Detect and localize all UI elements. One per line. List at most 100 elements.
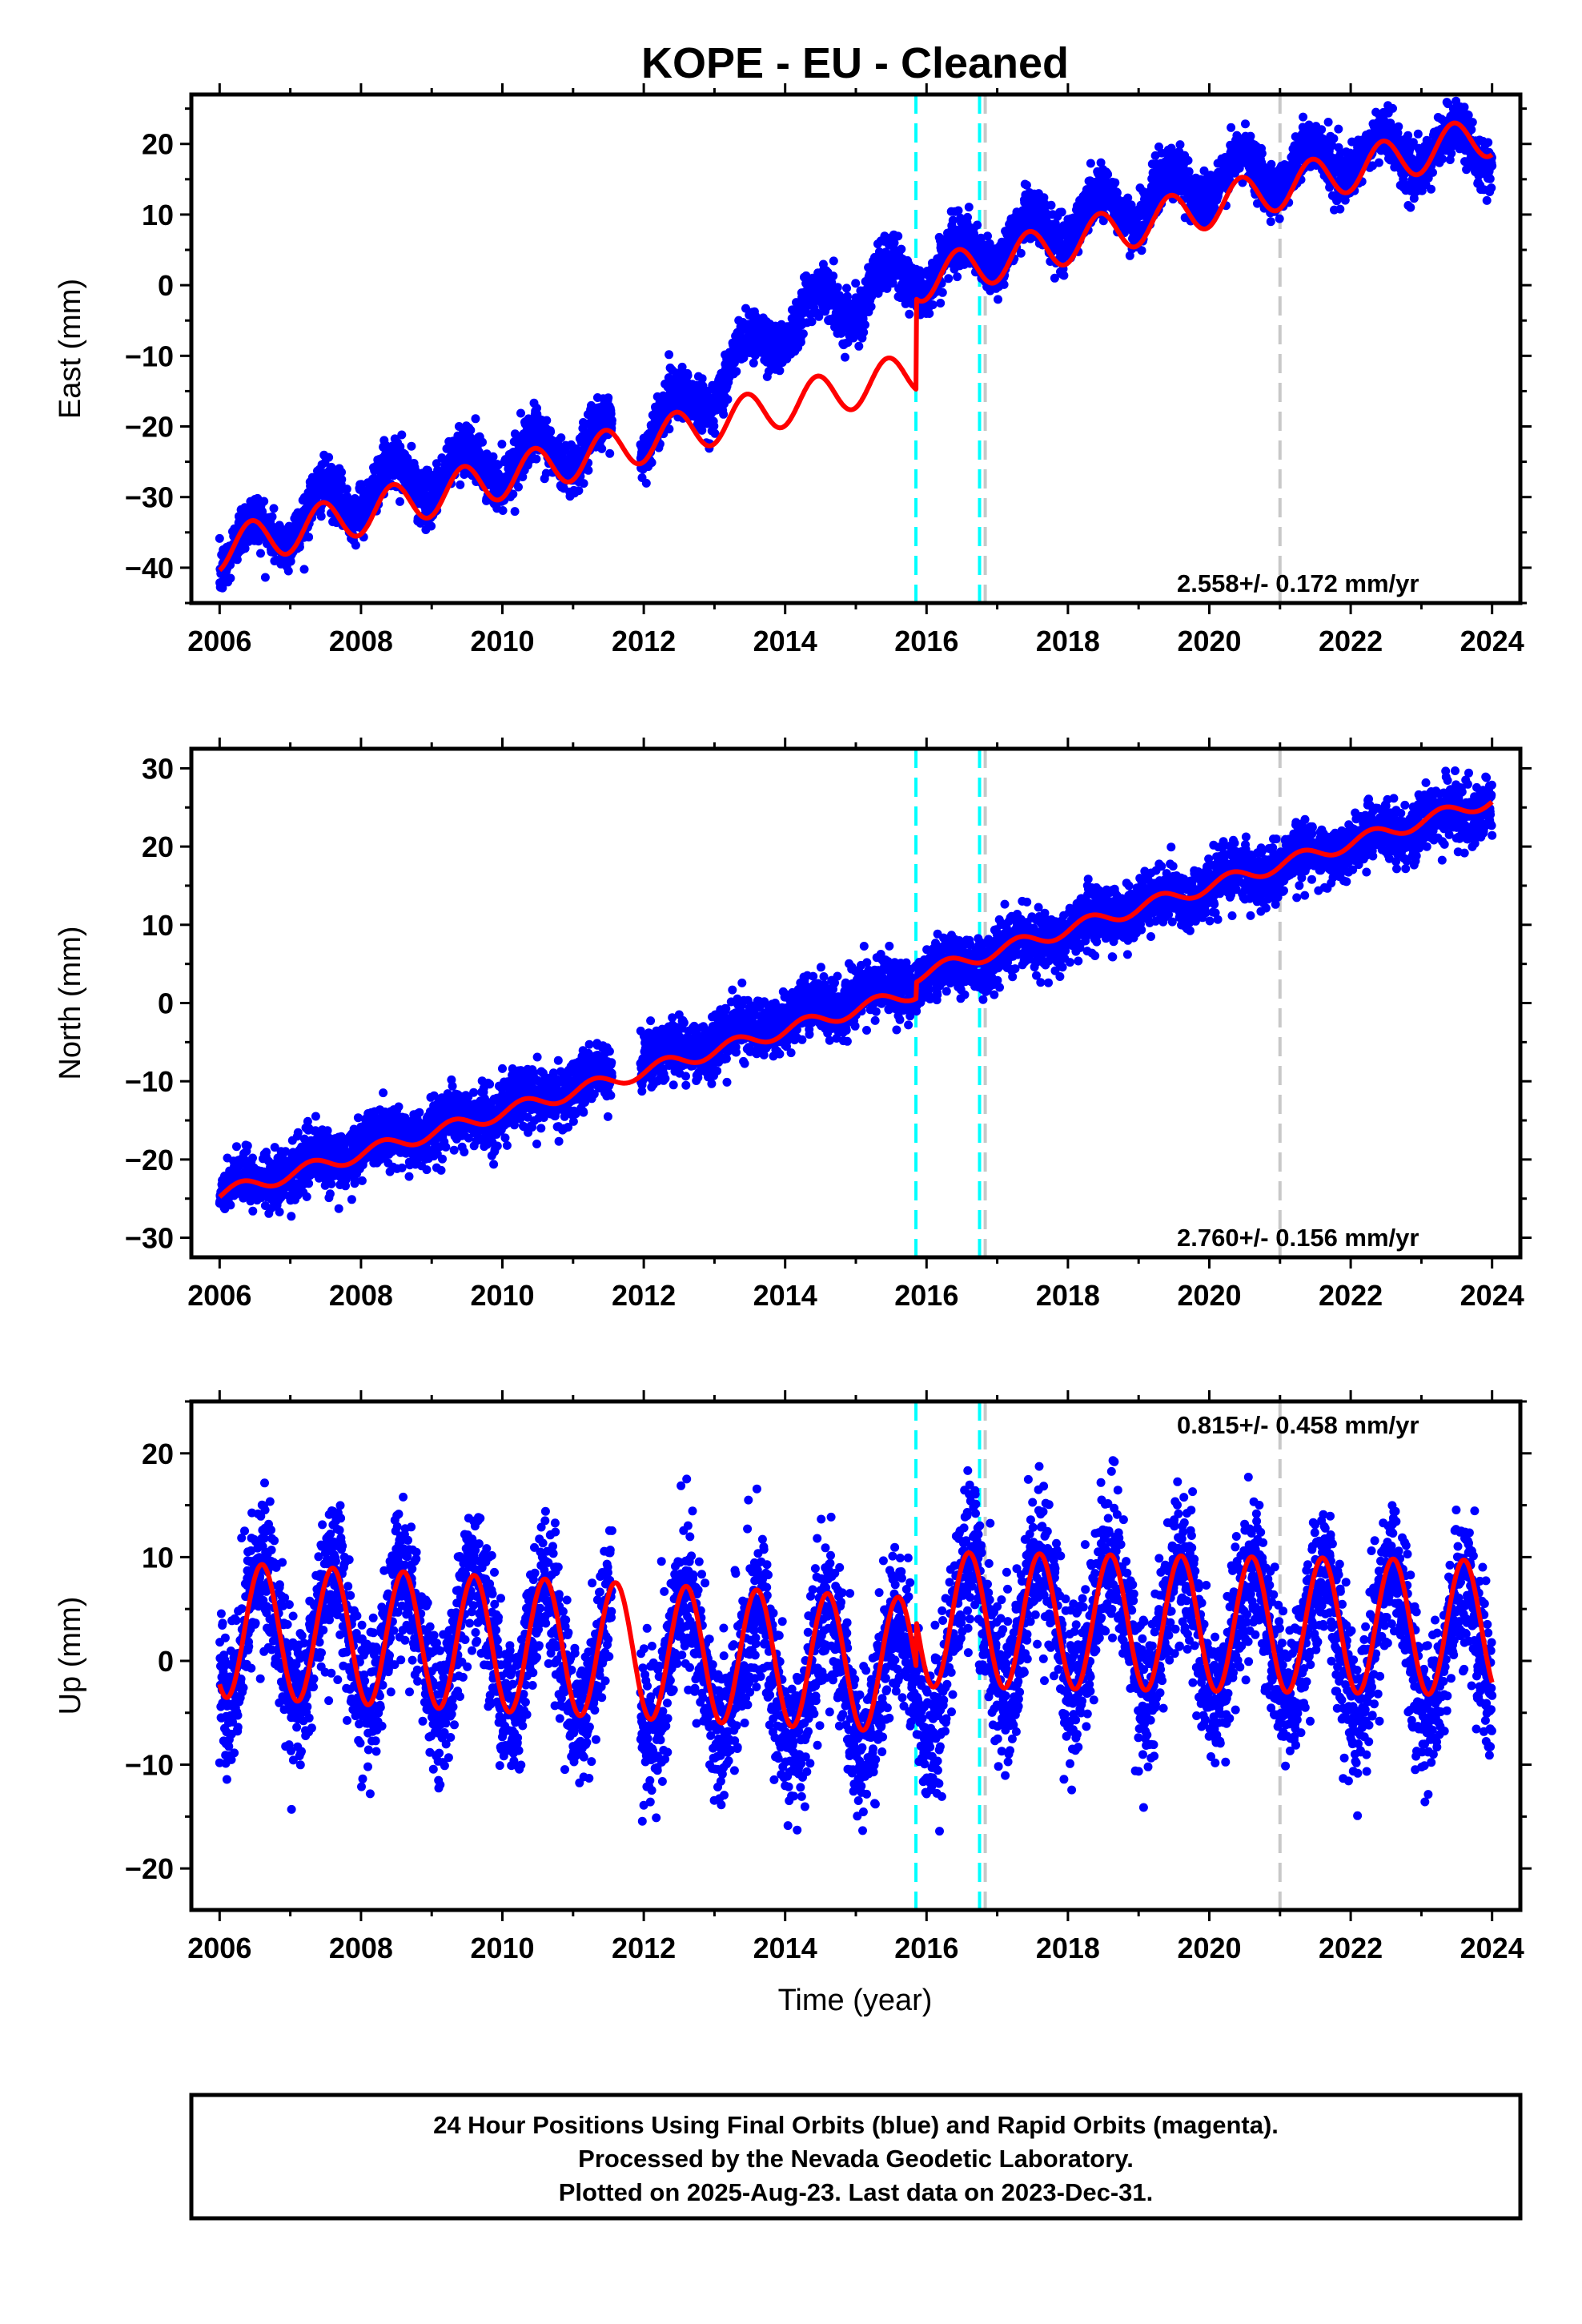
- east-position-point: [829, 256, 838, 266]
- east-position-point: [356, 480, 366, 489]
- east-position-point: [556, 433, 566, 443]
- east-position-point: [259, 497, 269, 506]
- east-position-point: [574, 486, 584, 496]
- east-position-point: [936, 299, 946, 308]
- east-position-point: [516, 408, 525, 418]
- east-position-point: [1299, 112, 1308, 122]
- east-position-point: [954, 206, 963, 215]
- east-position-point: [1016, 248, 1026, 258]
- east-position-point: [260, 573, 270, 582]
- east-position-point: [286, 557, 295, 566]
- east-position-point: [796, 337, 805, 347]
- east-position-point: [256, 549, 265, 558]
- east-position-point: [928, 300, 938, 310]
- east-position-point: [1227, 123, 1236, 132]
- east-position-point: [1057, 207, 1066, 217]
- east-position-point: [283, 566, 293, 576]
- east-position-point: [1175, 140, 1185, 150]
- east-position-point: [337, 468, 346, 477]
- east-position-point: [494, 460, 503, 469]
- east-position-point: [542, 416, 552, 425]
- east-position-point: [316, 512, 326, 521]
- east-position-point: [471, 414, 480, 424]
- east-final-orbit-points: [215, 96, 1497, 593]
- east-position-point: [1266, 217, 1275, 227]
- east-position-point: [964, 203, 974, 212]
- east-position-point: [1374, 158, 1383, 167]
- east-position-point: [1317, 125, 1327, 135]
- east-position-point: [866, 302, 876, 312]
- east-position-point: [775, 366, 785, 376]
- east-position-point: [304, 533, 314, 542]
- east-position-point: [1086, 159, 1095, 168]
- east-position-point: [337, 475, 347, 485]
- east-position-point: [905, 309, 914, 319]
- east-position-point: [254, 537, 263, 546]
- east-position-point: [999, 279, 1009, 289]
- east-position-point: [807, 317, 817, 327]
- east-position-point: [1184, 167, 1194, 176]
- east-position-point: [518, 472, 528, 481]
- east-position-point: [1394, 122, 1403, 131]
- east-position-point: [709, 421, 719, 431]
- east-position-point: [665, 350, 674, 360]
- east-position-point: [514, 482, 523, 492]
- panel-east: 2006 2008 2010 2012 2014 2016 2018 2020 2022 2024…: [54, 83, 1532, 657]
- east-position-point: [953, 272, 962, 282]
- east-position-point: [351, 541, 360, 550]
- east-position-point: [1275, 214, 1284, 223]
- east-position-point: [218, 583, 227, 593]
- east-position-point: [897, 244, 906, 254]
- east-position-point: [396, 497, 404, 506]
- east-position-point: [841, 352, 849, 362]
- east-position-point: [508, 489, 518, 499]
- east-position-point: [432, 459, 441, 468]
- east-plot-area: [215, 94, 1497, 603]
- east-position-point: [1241, 119, 1250, 129]
- east-position-point: [1110, 178, 1120, 187]
- east-position-point: [798, 329, 808, 339]
- east-position-point: [842, 283, 851, 293]
- east-position-point: [1059, 271, 1069, 280]
- east-position-point: [732, 367, 741, 376]
- east-position-point: [973, 220, 982, 230]
- east-position-point: [299, 565, 309, 574]
- east-position-point: [719, 409, 729, 419]
- east-position-point: [1257, 149, 1267, 159]
- east-position-point: [226, 573, 235, 583]
- east-position-point: [683, 371, 693, 380]
- east-position-point: [488, 452, 498, 461]
- east-position-point: [861, 320, 869, 330]
- east-position-point: [1406, 203, 1415, 212]
- east-position-point: [407, 441, 416, 451]
- east-position-point: [948, 215, 958, 225]
- panels: 2006 2008 2010 2012 2014 2016 2018 2020 2022 2024…: [54, 83, 1532, 1964]
- east-position-point: [1103, 170, 1113, 179]
- east-position-point: [833, 283, 842, 292]
- east-position-point: [269, 504, 279, 513]
- east-position-point: [546, 427, 556, 436]
- east-position-point: [498, 506, 508, 515]
- east-position-point: [597, 444, 607, 453]
- east-position-point: [427, 521, 436, 531]
- east-position-point: [397, 430, 407, 440]
- east-position-point: [584, 465, 593, 475]
- east-position-point: [723, 395, 733, 404]
- east-position-point: [267, 512, 277, 521]
- east-position-point: [983, 231, 992, 241]
- east-position-point: [641, 478, 651, 488]
- east-position-point: [324, 452, 334, 462]
- east-position-point: [607, 416, 616, 425]
- east-position-point: [579, 479, 588, 489]
- east-position-point: [925, 309, 934, 318]
- east-position-point: [215, 533, 224, 543]
- east-position-point: [1329, 134, 1339, 143]
- east-position-point: [240, 544, 250, 553]
- east-position-point: [963, 212, 972, 222]
- east-position-point: [532, 454, 541, 464]
- east-position-point: [456, 480, 465, 489]
- east-position-point: [1267, 159, 1276, 169]
- east-position-point: [604, 393, 613, 403]
- east-position-point: [859, 328, 869, 337]
